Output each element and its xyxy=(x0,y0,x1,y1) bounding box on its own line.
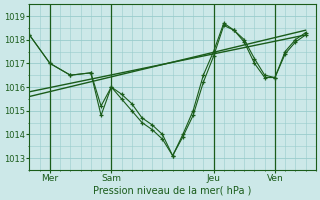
X-axis label: Pression niveau de la mer( hPa ): Pression niveau de la mer( hPa ) xyxy=(93,186,252,196)
